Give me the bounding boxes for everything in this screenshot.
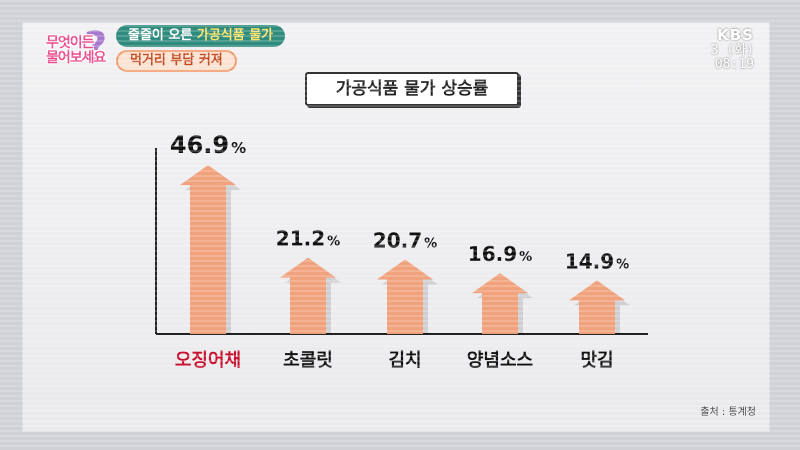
source-note: 출처 : 통계청 [700,407,756,418]
value-label-5: 14.9% [565,249,629,273]
bar-1 [180,165,236,334]
value-label-4: 16.9% [468,242,532,266]
headline-banner-1: 줄줄이 오른 가공식품 물가 [116,25,286,47]
category-label-2: 초콜릿 [283,350,333,371]
headline-1-prefix: 줄줄이 오른 [128,28,197,43]
channel-overlay: KBS 3 (화) 08:19 [711,26,754,72]
chart-title: 가공식품 물가 상승률 [305,72,519,106]
category-label-4: 양념소스 [467,350,533,371]
bar-5 [569,280,625,334]
kbs-logo: KBS [717,26,754,44]
broadcast-time: 08:19 [714,57,754,72]
value-label-2: 21.2% [276,227,340,251]
bar-3 [377,259,433,334]
bar-2 [280,257,336,334]
program-logo-line-2: 물어보세요 [46,50,106,66]
headline-1-highlight: 가공식품 물가 [196,28,274,43]
category-label-5: 맛김 [580,350,613,371]
bar-4 [472,273,528,334]
value-label-3: 20.7% [373,228,437,252]
value-label-1: 46.9% [170,131,246,159]
category-label-3: 김치 [388,350,421,371]
category-label-1: 오징어채 [175,350,241,371]
program-logo: ? 무엇이든 물어보세요 [46,24,112,70]
headline-banner-2: 먹거리 부담 커져 [116,50,237,72]
broadcast-date: 3 (화) [710,43,754,58]
question-mark-icon: ? [84,24,108,70]
program-logo-line-1: 무엇이든 [46,35,95,51]
